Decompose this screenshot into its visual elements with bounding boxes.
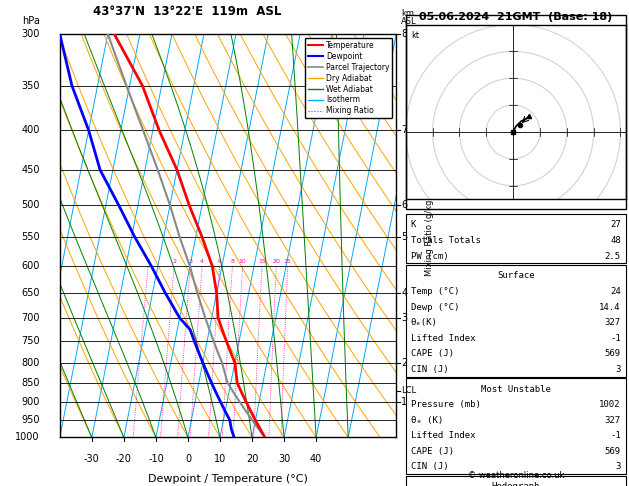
Text: hPa: hPa xyxy=(21,16,40,26)
Text: 0: 0 xyxy=(185,453,191,464)
Text: 569: 569 xyxy=(604,447,621,456)
Text: Temp (°C): Temp (°C) xyxy=(411,287,459,296)
Text: 950: 950 xyxy=(21,415,40,425)
Text: 6: 6 xyxy=(218,259,221,264)
Text: 1000: 1000 xyxy=(15,433,40,442)
Text: 450: 450 xyxy=(21,165,40,175)
Text: LCL: LCL xyxy=(401,386,416,395)
Text: 327: 327 xyxy=(604,416,621,425)
Text: CIN (J): CIN (J) xyxy=(411,463,448,471)
Text: -1: -1 xyxy=(610,432,621,440)
Text: 4: 4 xyxy=(200,259,204,264)
Text: 1: 1 xyxy=(401,397,408,407)
Text: 900: 900 xyxy=(21,397,40,407)
Text: -20: -20 xyxy=(116,453,132,464)
Text: 3: 3 xyxy=(401,313,408,323)
Text: 15: 15 xyxy=(258,259,266,264)
Text: 14.4: 14.4 xyxy=(599,303,621,312)
Text: 8: 8 xyxy=(230,259,235,264)
Text: 1002: 1002 xyxy=(599,400,621,409)
Text: Surface: Surface xyxy=(497,272,535,280)
Text: 27: 27 xyxy=(610,221,621,229)
Text: 300: 300 xyxy=(21,29,40,39)
Text: 7: 7 xyxy=(401,125,408,136)
Text: 05.06.2024  21GMT  (Base: 18): 05.06.2024 21GMT (Base: 18) xyxy=(419,12,613,22)
Text: 3: 3 xyxy=(615,365,621,374)
Text: © weatheronline.co.uk: © weatheronline.co.uk xyxy=(467,471,564,480)
Text: 8: 8 xyxy=(401,29,408,39)
Text: 5: 5 xyxy=(401,232,408,242)
Text: 650: 650 xyxy=(21,288,40,298)
Text: 850: 850 xyxy=(21,378,40,388)
Text: 327: 327 xyxy=(604,318,621,327)
Text: 20: 20 xyxy=(246,453,259,464)
Text: Most Unstable: Most Unstable xyxy=(481,385,551,394)
Text: 569: 569 xyxy=(604,349,621,358)
Text: 10: 10 xyxy=(214,453,226,464)
Text: 500: 500 xyxy=(21,200,40,210)
Text: CAPE (J): CAPE (J) xyxy=(411,447,454,456)
Text: θₑ(K): θₑ(K) xyxy=(411,318,438,327)
Text: 6: 6 xyxy=(401,200,408,210)
Text: 800: 800 xyxy=(21,358,40,367)
Text: PW (cm): PW (cm) xyxy=(411,252,448,260)
Text: kt: kt xyxy=(411,31,419,40)
Text: Dewp (°C): Dewp (°C) xyxy=(411,303,459,312)
Text: Totals Totals: Totals Totals xyxy=(411,236,481,245)
Text: 550: 550 xyxy=(21,232,40,242)
Text: 1: 1 xyxy=(146,259,150,264)
Text: θₑ (K): θₑ (K) xyxy=(411,416,443,425)
Text: km
ASL: km ASL xyxy=(401,9,417,26)
Text: CAPE (J): CAPE (J) xyxy=(411,349,454,358)
Text: -10: -10 xyxy=(148,453,164,464)
Text: 2.5: 2.5 xyxy=(604,252,621,260)
Text: 30: 30 xyxy=(278,453,290,464)
Text: Mixing Ratio (g/kg): Mixing Ratio (g/kg) xyxy=(425,196,435,276)
Text: 3: 3 xyxy=(615,463,621,471)
Text: -1: -1 xyxy=(610,334,621,343)
Text: K: K xyxy=(411,221,416,229)
Text: 600: 600 xyxy=(21,261,40,271)
Text: Lifted Index: Lifted Index xyxy=(411,432,476,440)
Legend: Temperature, Dewpoint, Parcel Trajectory, Dry Adiabat, Wet Adiabat, Isotherm, Mi: Temperature, Dewpoint, Parcel Trajectory… xyxy=(304,38,392,119)
Text: 4: 4 xyxy=(401,288,408,298)
Text: 3: 3 xyxy=(188,259,192,264)
Text: 48: 48 xyxy=(610,236,621,245)
Text: 25: 25 xyxy=(284,259,292,264)
Text: Lifted Index: Lifted Index xyxy=(411,334,476,343)
Text: 43°37'N  13°22'E  119m  ASL: 43°37'N 13°22'E 119m ASL xyxy=(94,5,282,18)
Text: 10: 10 xyxy=(239,259,247,264)
Text: 750: 750 xyxy=(21,336,40,346)
Text: Hodograph: Hodograph xyxy=(492,483,540,486)
Text: 24: 24 xyxy=(610,287,621,296)
Text: 350: 350 xyxy=(21,81,40,91)
Text: 2: 2 xyxy=(401,358,408,367)
Text: Pressure (mb): Pressure (mb) xyxy=(411,400,481,409)
Text: 2: 2 xyxy=(172,259,176,264)
Text: 20: 20 xyxy=(272,259,280,264)
Text: 700: 700 xyxy=(21,313,40,323)
Text: 40: 40 xyxy=(310,453,322,464)
Text: CIN (J): CIN (J) xyxy=(411,365,448,374)
Text: 400: 400 xyxy=(21,125,40,136)
Text: Dewpoint / Temperature (°C): Dewpoint / Temperature (°C) xyxy=(148,474,308,484)
Text: -30: -30 xyxy=(84,453,99,464)
